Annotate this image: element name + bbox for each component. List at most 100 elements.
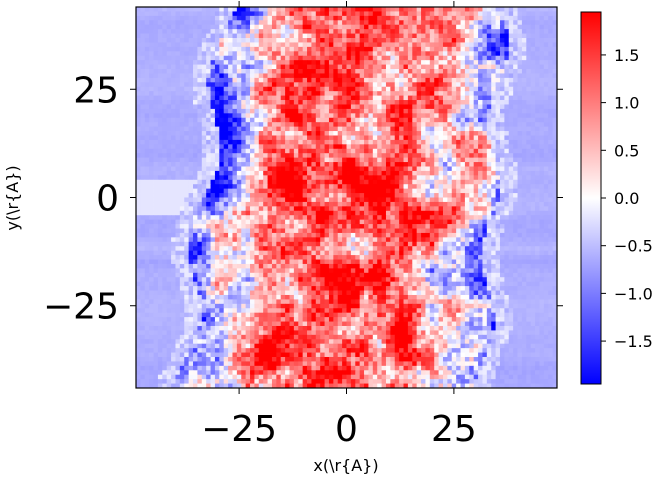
heatmap-cell	[508, 148, 514, 154]
heatmap-cell	[276, 232, 282, 238]
heatmap-cell	[236, 20, 242, 26]
heatmap-cell	[324, 157, 330, 163]
heatmap-cell	[320, 64, 325, 70]
heatmap-cell	[324, 148, 330, 154]
heatmap-cell	[368, 184, 374, 190]
heatmap-cell	[223, 7, 229, 12]
heatmap-cell	[425, 184, 431, 190]
heatmap-cell	[552, 108, 557, 114]
heatmap-cell	[355, 131, 361, 136]
heatmap-cell	[144, 60, 150, 65]
heatmap-cell	[539, 135, 545, 141]
heatmap-cell	[162, 77, 168, 83]
heatmap-cell	[526, 55, 532, 61]
heatmap-cell	[403, 162, 409, 167]
heatmap-cell	[184, 144, 190, 150]
heatmap-cell	[539, 201, 545, 207]
heatmap-cell	[171, 33, 176, 39]
heatmap-cell	[385, 42, 391, 48]
heatmap-cell	[307, 42, 312, 48]
heatmap-cell	[289, 73, 295, 79]
heatmap-cell	[495, 113, 501, 119]
heatmap-cell	[311, 170, 317, 176]
heatmap-cell	[429, 232, 435, 238]
heatmap-cell	[377, 179, 382, 185]
heatmap-cell	[342, 15, 347, 21]
heatmap-cell	[486, 29, 492, 34]
heatmap-cell	[193, 206, 198, 212]
heatmap-cell	[346, 197, 352, 203]
heatmap-cell	[390, 82, 396, 88]
heatmap-cell	[271, 135, 277, 141]
heatmap-cell	[298, 7, 304, 12]
heatmap-cell	[530, 33, 536, 39]
heatmap-cell	[258, 86, 264, 92]
heatmap-cell	[271, 73, 277, 79]
heatmap-cell	[271, 144, 277, 150]
heatmap-cell	[425, 144, 431, 150]
heatmap-cell	[184, 55, 190, 61]
heatmap-cell	[429, 46, 435, 52]
heatmap-cell	[346, 166, 352, 172]
heatmap-cell	[526, 201, 532, 207]
heatmap-cell	[302, 219, 308, 225]
heatmap-cell	[197, 126, 203, 132]
heatmap-cell	[495, 91, 501, 96]
heatmap-cell	[276, 108, 282, 114]
heatmap-cell	[206, 197, 211, 203]
heatmap-cell	[508, 11, 514, 17]
heatmap-cell	[311, 24, 317, 30]
heatmap-cell	[175, 210, 181, 216]
heatmap-cell	[267, 42, 273, 48]
heatmap-cell	[293, 55, 299, 61]
heatmap-cell	[403, 135, 409, 141]
heatmap-cell	[521, 144, 527, 150]
heatmap-cell	[140, 157, 146, 163]
heatmap-cell	[469, 162, 475, 167]
heatmap-cell	[271, 175, 277, 181]
heatmap-cell	[442, 73, 448, 79]
heatmap-cell	[184, 228, 190, 234]
heatmap-cell	[543, 193, 549, 198]
heatmap-cell	[223, 46, 229, 52]
heatmap-cell	[136, 104, 141, 110]
heatmap-cell	[285, 210, 290, 216]
heatmap-cell	[245, 64, 251, 70]
heatmap-cell	[482, 184, 488, 190]
heatmap-cell	[425, 126, 431, 132]
heatmap-cell	[337, 38, 343, 43]
heatmap-cell	[315, 157, 321, 163]
heatmap-cell	[364, 100, 369, 105]
heatmap-cell	[381, 193, 387, 198]
heatmap-cell	[346, 73, 352, 79]
heatmap-cell	[416, 215, 422, 221]
heatmap-cell	[456, 51, 461, 57]
heatmap-cell	[179, 20, 185, 26]
heatmap-cell	[337, 197, 343, 203]
heatmap-cell	[285, 166, 290, 172]
heatmap-cell	[333, 131, 339, 136]
heatmap-cell	[188, 206, 194, 212]
heatmap-cell	[324, 206, 330, 212]
heatmap-cell	[381, 42, 387, 48]
heatmap-cell	[456, 131, 461, 136]
heatmap-cell	[328, 82, 334, 88]
heatmap-cell	[153, 95, 159, 101]
heatmap-cell	[390, 170, 396, 176]
heatmap-cell	[144, 131, 150, 136]
heatmap-cell	[175, 122, 181, 128]
heatmap-cell	[193, 144, 198, 150]
heatmap-cell	[447, 201, 453, 207]
heatmap-cell	[193, 69, 198, 74]
heatmap-cell	[307, 188, 312, 194]
heatmap-cell	[219, 170, 225, 176]
heatmap-cell	[263, 162, 268, 167]
heatmap-cell	[372, 197, 378, 203]
heatmap-cell	[355, 100, 361, 105]
heatmap-cell	[285, 188, 290, 194]
heatmap-cell	[144, 201, 150, 207]
heatmap-cell	[407, 117, 413, 123]
heatmap-cell	[517, 24, 523, 30]
heatmap-cell	[175, 15, 181, 21]
heatmap-cell	[438, 131, 444, 136]
